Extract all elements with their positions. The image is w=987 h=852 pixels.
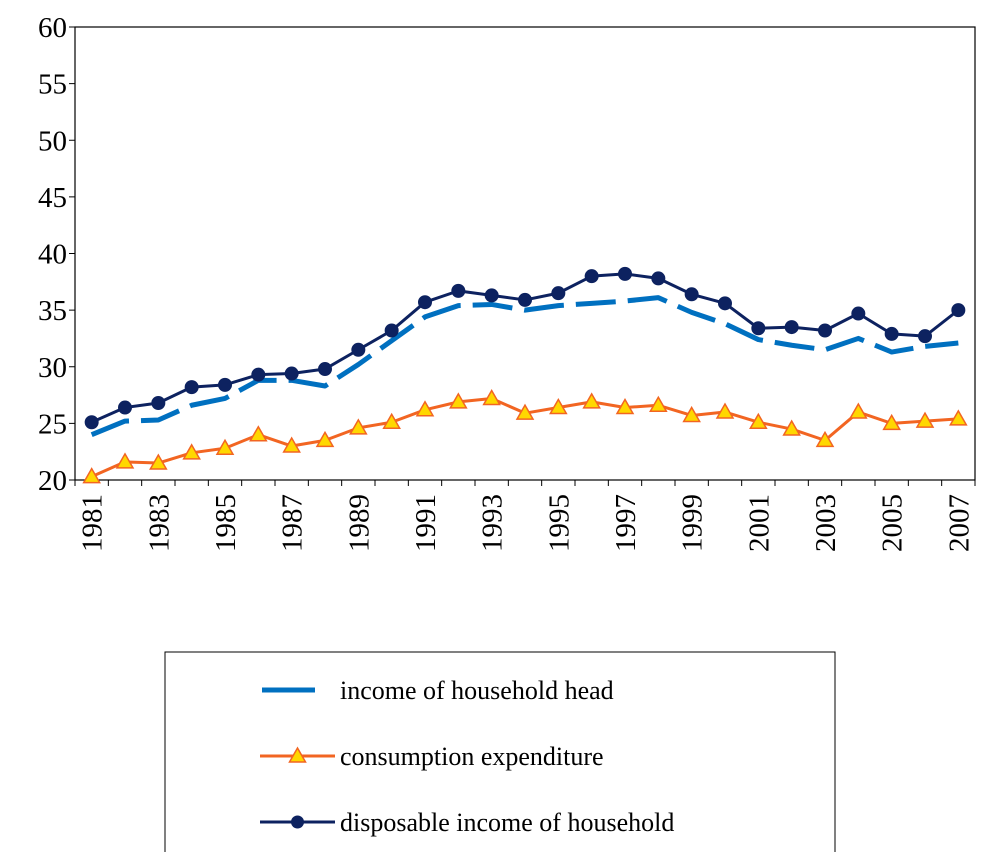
data-point <box>915 411 935 428</box>
x-tick-label: 2005 <box>877 494 909 552</box>
data-point <box>849 402 868 419</box>
data-point <box>484 288 499 303</box>
x-tick-label: 1993 <box>477 494 509 552</box>
data-point <box>282 436 301 453</box>
x-tick-label: 1987 <box>277 494 309 552</box>
data-point <box>349 418 368 435</box>
data-point <box>218 377 232 392</box>
data-point <box>818 323 832 338</box>
y-tick-label: 45 <box>38 182 67 214</box>
data-point <box>851 306 866 321</box>
data-point <box>318 362 332 377</box>
x-tick-label: 1999 <box>677 494 709 552</box>
data-point <box>618 266 632 281</box>
x-tick-label: 1991 <box>410 494 442 552</box>
series-line <box>90 295 959 438</box>
data-point <box>782 419 801 436</box>
data-point <box>418 295 432 310</box>
data-point <box>815 430 835 448</box>
legend-label: disposable income of household <box>340 808 674 837</box>
data-point <box>715 402 735 419</box>
data-point <box>918 329 932 344</box>
y-tick-label: 60 <box>38 12 67 44</box>
data-point <box>518 292 532 307</box>
data-point <box>415 400 435 417</box>
data-point <box>684 287 699 302</box>
data-point <box>949 409 968 426</box>
data-point <box>515 403 535 420</box>
x-tick-label: 1983 <box>143 494 175 552</box>
data-point <box>82 467 101 484</box>
data-point <box>182 443 201 460</box>
data-point <box>284 366 299 381</box>
data-point <box>451 283 466 298</box>
data-point <box>315 430 335 448</box>
data-point <box>251 367 266 382</box>
data-point <box>351 342 366 357</box>
y-tick-label: 25 <box>38 408 67 440</box>
y-tick-label: 40 <box>38 239 67 271</box>
x-tick-label: 1989 <box>343 494 375 552</box>
data-point <box>584 269 599 284</box>
y-tick-label: 20 <box>38 465 67 497</box>
y-tick-label: 50 <box>38 125 67 157</box>
y-tick-label: 55 <box>38 69 67 101</box>
legend-box <box>164 651 836 852</box>
data-point <box>784 320 799 335</box>
legend-label: income of household head <box>340 676 614 705</box>
data-point <box>384 323 399 338</box>
y-tick-label: 30 <box>38 352 67 384</box>
x-tick-label: 2003 <box>810 494 842 552</box>
data-point <box>649 395 668 413</box>
data-point <box>215 438 235 456</box>
data-point <box>382 412 401 429</box>
data-point <box>749 412 768 429</box>
x-tick-label: 1995 <box>543 494 575 552</box>
data-point <box>751 321 766 336</box>
x-tick-label: 1985 <box>210 494 242 552</box>
data-point <box>682 405 701 423</box>
legend-marker <box>288 746 307 763</box>
data-point <box>151 395 166 410</box>
x-tick-label: 2007 <box>943 494 975 552</box>
data-point <box>149 453 168 470</box>
y-tick-label: 35 <box>38 295 67 327</box>
data-point <box>184 380 199 395</box>
data-point <box>449 392 468 409</box>
data-point <box>718 296 732 311</box>
data-point <box>249 425 268 442</box>
x-tick-label: 2001 <box>743 494 775 552</box>
data-point <box>482 388 501 406</box>
data-point <box>84 415 99 430</box>
data-point <box>549 398 568 415</box>
data-point <box>118 400 132 415</box>
x-tick-label: 1997 <box>610 494 642 552</box>
data-point <box>582 392 601 409</box>
x-tick-label: 1981 <box>77 494 109 552</box>
data-point <box>615 398 635 415</box>
data-point <box>951 303 966 318</box>
legend-marker <box>291 815 304 829</box>
data-point <box>115 452 135 469</box>
data-point <box>884 326 899 341</box>
data-point <box>651 271 666 286</box>
legend-label: consumption expenditure <box>340 742 604 771</box>
data-point <box>551 286 566 301</box>
data-point <box>882 413 901 431</box>
